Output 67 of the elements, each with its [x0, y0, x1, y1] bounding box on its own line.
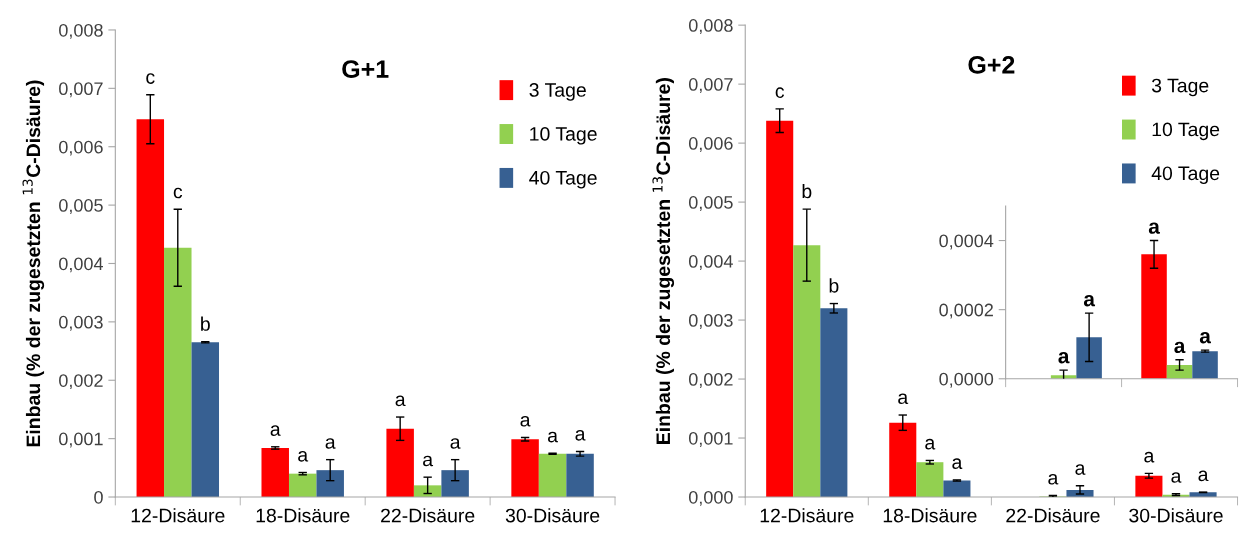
legend-label: 10 Tage [530, 127, 597, 145]
x-tick-label: 18-Disäure [256, 508, 350, 523]
text: G+1 [342, 60, 389, 78]
y-tick-label: 0,002 [59, 374, 103, 390]
data-label: a [1048, 473, 1059, 485]
y-tick-label: 0,008 [59, 23, 103, 39]
y-tick-label: 0,0002 [939, 303, 993, 319]
data-label: c [146, 73, 155, 84]
y-axis-title: Einbau (% der zugesetzten $^{13}$C-Disäure) [22, 80, 45, 447]
y-tick-label: 0,008 [688, 19, 733, 34]
legend-label: 40 Tage [529, 170, 597, 189]
y-tick-label: 0 [94, 490, 103, 504]
y-tick-label: 0,003 [59, 315, 103, 331]
data-label: c [173, 187, 183, 199]
data-label: a [1144, 451, 1155, 463]
data-label: a [547, 431, 558, 443]
data-label: a [1199, 331, 1211, 344]
data-label: a [1058, 352, 1070, 364]
y-tick-label: 0,0004 [939, 234, 994, 250]
legend-label: 3 Tage [1151, 78, 1209, 97]
y-tick-label: 0,005 [688, 196, 733, 211]
data-label: a [395, 395, 406, 407]
y-tick-label: 0,001 [59, 432, 103, 448]
y-tick-label: 0,004 [688, 255, 733, 270]
data-label: a [450, 438, 461, 449]
y-tick-label: 0,005 [59, 199, 103, 214]
data-label: a [1171, 472, 1182, 483]
data-label: a [1075, 464, 1086, 475]
data-label: a [520, 415, 531, 427]
data-label: a [298, 450, 309, 462]
data-label: b [201, 316, 210, 331]
data-label: a [1174, 341, 1186, 354]
y-axis-title: Einbau (% der zugesetzten $^{13}$C-Disäure) [652, 78, 675, 444]
data-label: a [898, 393, 909, 405]
y-tick-label: 0,000 [688, 490, 733, 506]
y-tick-label: 0,007 [59, 82, 103, 98]
x-tick-label: 12-Disäure [131, 508, 225, 523]
data-label: a [575, 429, 586, 441]
legend-label: 3 Tage [529, 83, 586, 101]
x-tick-label: 30-Disäure [505, 508, 600, 523]
legend-label: 40 Tage [1151, 166, 1220, 185]
x-tick-label: 12-Disäure [760, 508, 854, 523]
data-label: a [270, 425, 281, 436]
x-tick-label: 18-Disäure [883, 508, 977, 523]
data-label: a [1198, 470, 1209, 482]
y-tick-label: 0,006 [688, 137, 733, 152]
x-tick-label: 22-Disäure [381, 508, 475, 523]
y-tick-label: 0,003 [688, 314, 733, 329]
text: G+2 [968, 55, 1015, 74]
y-tick-label: 0,007 [688, 78, 733, 93]
y-tick-label: 0,006 [59, 140, 103, 156]
legend-label: 10 Tage [1152, 122, 1220, 141]
data-label: a [325, 438, 336, 449]
data-label: a [952, 458, 963, 469]
y-tick-label: 0,001 [688, 431, 733, 447]
x-tick-label: 30-Disäure [1129, 508, 1223, 523]
data-label: b [829, 278, 839, 293]
data-label: c [775, 87, 785, 98]
data-label: a [1083, 294, 1096, 307]
data-label: a [1148, 222, 1160, 234]
data-label: a [925, 438, 936, 450]
y-tick-label: 0,004 [59, 257, 103, 273]
y-tick-label: 0,0000 [939, 372, 994, 388]
data-label: b [802, 183, 812, 199]
y-tick-label: 0,002 [688, 372, 733, 388]
x-tick-label: 22-Disäure [1006, 508, 1100, 523]
data-label: a [423, 455, 434, 467]
